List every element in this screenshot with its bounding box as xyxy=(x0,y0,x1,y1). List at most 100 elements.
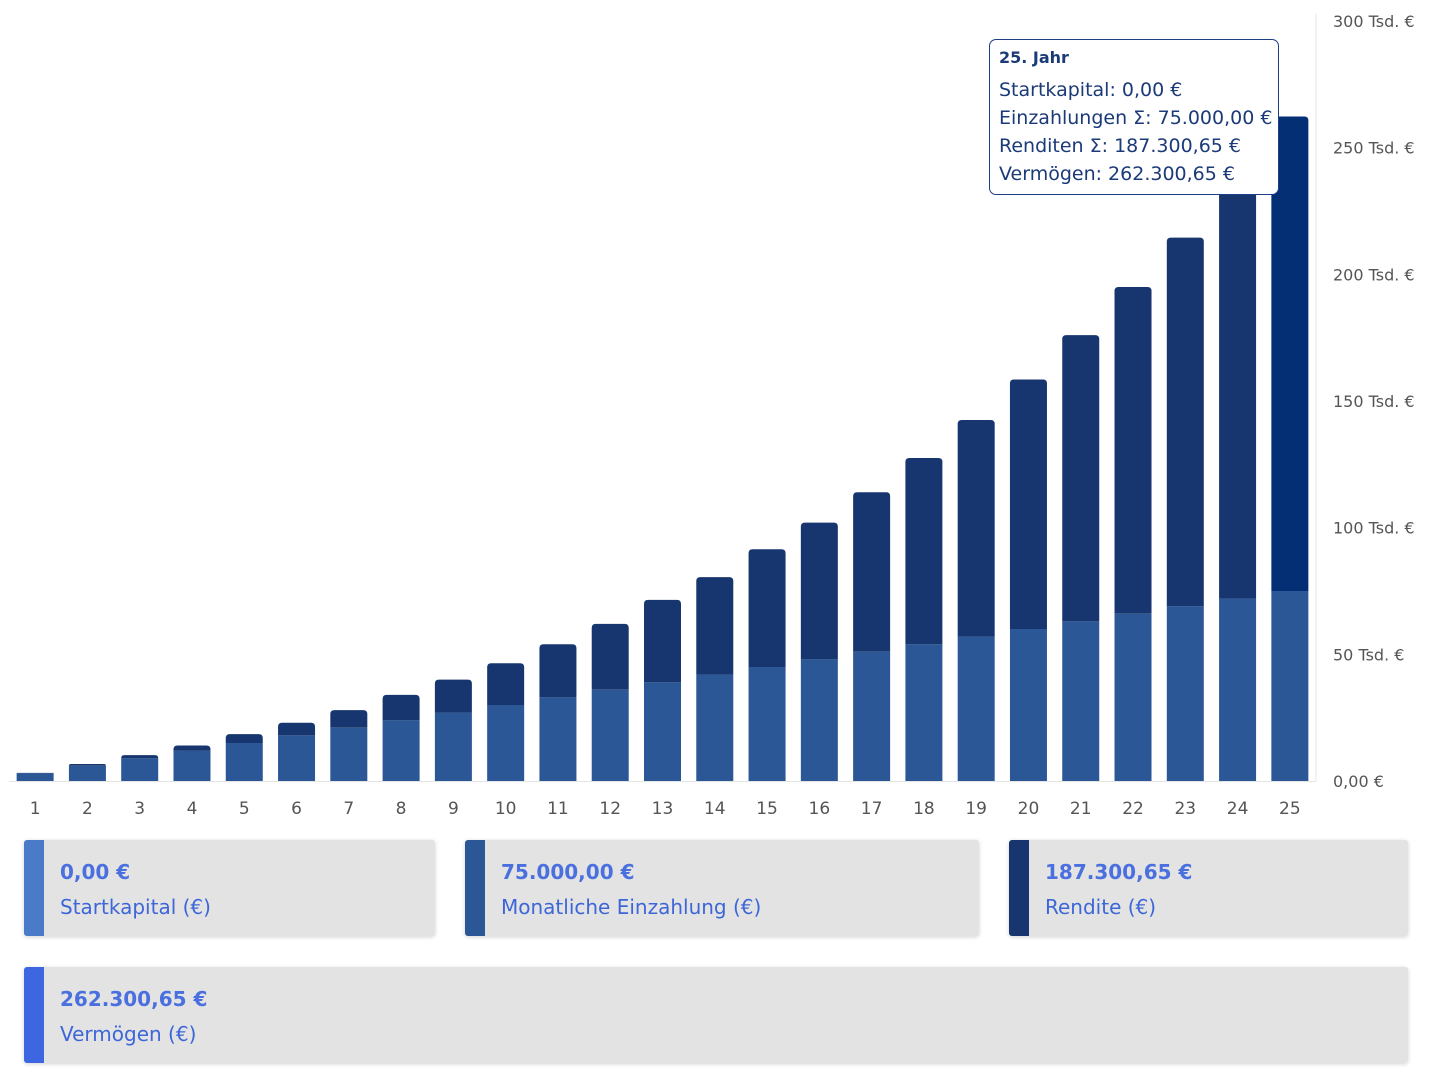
bar-segment-einzahlung[interactable] xyxy=(1009,629,1047,781)
bar-segment-rendite[interactable] xyxy=(121,755,159,759)
bar-segment-rendite[interactable] xyxy=(382,694,420,721)
bar-segment-rendite[interactable] xyxy=(905,458,943,645)
x-tick-label: 7 xyxy=(343,799,354,819)
y-tick-label: 0,00 € xyxy=(1333,772,1384,791)
x-tick-label: 13 xyxy=(652,799,674,819)
chart-tooltip: 25. Jahr Startkapital: 0,00 € Einzahlung… xyxy=(989,39,1279,195)
card-value: 0,00 € xyxy=(60,860,131,884)
card-label: Rendite (€) xyxy=(1045,895,1157,919)
x-tick-label: 16 xyxy=(809,799,831,819)
x-tick-label: 25 xyxy=(1279,799,1301,819)
x-tick-label: 23 xyxy=(1174,799,1196,819)
bar-segment-rendite[interactable] xyxy=(957,420,995,637)
x-tick-label: 6 xyxy=(291,799,302,819)
y-tick-label: 250 Tsd. € xyxy=(1333,139,1415,158)
summary-card-startkapital: 0,00 € Startkapital (€) xyxy=(24,840,435,936)
x-tick-label: 19 xyxy=(965,799,987,819)
bar-segment-einzahlung[interactable] xyxy=(16,773,54,781)
bar-segment-rendite[interactable] xyxy=(173,745,211,751)
x-tick-label: 8 xyxy=(396,799,407,819)
y-tick-label: 150 Tsd. € xyxy=(1333,392,1415,411)
bar-segment-rendite[interactable] xyxy=(853,492,891,652)
x-tick-label: 3 xyxy=(134,799,145,819)
bar-segment-rendite[interactable] xyxy=(16,772,54,774)
card-accent xyxy=(1009,840,1029,936)
bar-segment-einzahlung[interactable] xyxy=(957,636,995,781)
bar-segment-rendite[interactable] xyxy=(800,522,838,660)
bar-segment-einzahlung[interactable] xyxy=(278,735,316,781)
bar-segment-rendite[interactable] xyxy=(1114,287,1152,614)
summary-card-rendite: 187.300,65 € Rendite (€) xyxy=(1009,840,1408,936)
bar-segment-rendite[interactable] xyxy=(225,734,263,743)
bar-segment-rendite[interactable] xyxy=(1219,180,1257,599)
bar-segment-rendite[interactable] xyxy=(434,679,472,713)
summary-card-einzahlung: 75.000,00 € Monatliche Einzahlung (€) xyxy=(465,840,979,936)
bar-segment-einzahlung[interactable] xyxy=(68,765,106,781)
x-tick-label: 10 xyxy=(495,799,517,819)
bar-segment-einzahlung[interactable] xyxy=(173,750,211,781)
x-tick-label: 22 xyxy=(1122,799,1144,819)
x-tick-label: 15 xyxy=(756,799,778,819)
bar-segment-einzahlung[interactable] xyxy=(1114,613,1152,781)
bar-segment-einzahlung[interactable] xyxy=(1271,591,1309,781)
tooltip-renditen: Renditen Σ: 187.300,65 € xyxy=(999,135,1241,157)
x-tick-label: 18 xyxy=(913,799,935,819)
bar-segment-rendite[interactable] xyxy=(748,549,786,667)
bar-segment-rendite[interactable] xyxy=(330,710,368,728)
bar-segment-rendite[interactable] xyxy=(1271,116,1309,592)
bar-segment-einzahlung[interactable] xyxy=(1062,621,1100,781)
bar-segment-rendite[interactable] xyxy=(539,644,577,698)
x-tick-label: 21 xyxy=(1070,799,1092,819)
bar-segment-einzahlung[interactable] xyxy=(696,674,734,781)
x-tick-label: 20 xyxy=(1018,799,1040,819)
bar-segment-einzahlung[interactable] xyxy=(382,720,420,781)
tooltip-einzahlungen: Einzahlungen Σ: 75.000,00 € xyxy=(999,107,1273,129)
card-value: 262.300,65 € xyxy=(60,987,208,1011)
bar-segment-einzahlung[interactable] xyxy=(905,644,943,781)
bar-segment-einzahlung[interactable] xyxy=(748,667,786,781)
bar-segment-einzahlung[interactable] xyxy=(1219,598,1257,781)
x-tick-label: 9 xyxy=(448,799,459,819)
bar-segment-einzahlung[interactable] xyxy=(1166,606,1204,781)
y-tick-label: 200 Tsd. € xyxy=(1333,265,1415,284)
y-tick-label: 50 Tsd. € xyxy=(1333,645,1404,664)
bar-segment-einzahlung[interactable] xyxy=(853,651,891,781)
card-accent xyxy=(24,840,44,936)
bar-segment-einzahlung[interactable] xyxy=(539,697,577,781)
bar-segment-einzahlung[interactable] xyxy=(487,705,525,781)
bar-segment-rendite[interactable] xyxy=(1166,237,1204,607)
bar-segment-rendite[interactable] xyxy=(696,577,734,675)
card-value: 75.000,00 € xyxy=(501,860,635,884)
bar-segment-rendite[interactable] xyxy=(1062,335,1100,622)
card-label: Startkapital (€) xyxy=(60,895,211,919)
stacked-bar-chart: 0,00 € 50 Tsd. € 100 Tsd. € 150 Tsd. € 200 T… xyxy=(9,12,1415,819)
card-accent xyxy=(24,967,44,1063)
bar-segment-einzahlung[interactable] xyxy=(800,659,838,781)
bar-segment-rendite[interactable] xyxy=(487,663,525,705)
x-tick-label: 14 xyxy=(704,799,726,819)
bar-segment-einzahlung[interactable] xyxy=(225,743,263,781)
x-tick-label: 17 xyxy=(861,799,883,819)
bar-segment-rendite[interactable] xyxy=(644,599,681,683)
y-tick-label: 100 Tsd. € xyxy=(1333,519,1415,538)
bar-segment-rendite[interactable] xyxy=(1009,379,1047,629)
x-tick-label: 11 xyxy=(547,799,569,819)
x-tick-label: 5 xyxy=(239,799,250,819)
bar-segment-einzahlung[interactable] xyxy=(330,727,368,781)
x-tick-label: 2 xyxy=(82,799,93,819)
card-value: 187.300,65 € xyxy=(1045,860,1193,884)
bar-segment-rendite[interactable] xyxy=(68,764,106,766)
x-tick-label: 1 xyxy=(30,799,41,819)
bar-segment-einzahlung[interactable] xyxy=(121,758,159,781)
summary-card-vermoegen: 262.300,65 € Vermögen (€) xyxy=(24,967,1408,1063)
bar-segment-einzahlung[interactable] xyxy=(644,682,681,781)
x-tick-label: 12 xyxy=(599,799,621,819)
card-label: Vermögen (€) xyxy=(60,1022,197,1046)
bar-segment-einzahlung[interactable] xyxy=(591,689,629,781)
bar-segment-rendite[interactable] xyxy=(591,623,629,690)
bar-segment-einzahlung[interactable] xyxy=(434,712,472,781)
card-accent xyxy=(465,840,485,936)
x-tick-label: 4 xyxy=(187,799,198,819)
tooltip-vermoegen: Vermögen: 262.300,65 € xyxy=(999,163,1235,185)
bar-segment-rendite[interactable] xyxy=(278,722,316,736)
